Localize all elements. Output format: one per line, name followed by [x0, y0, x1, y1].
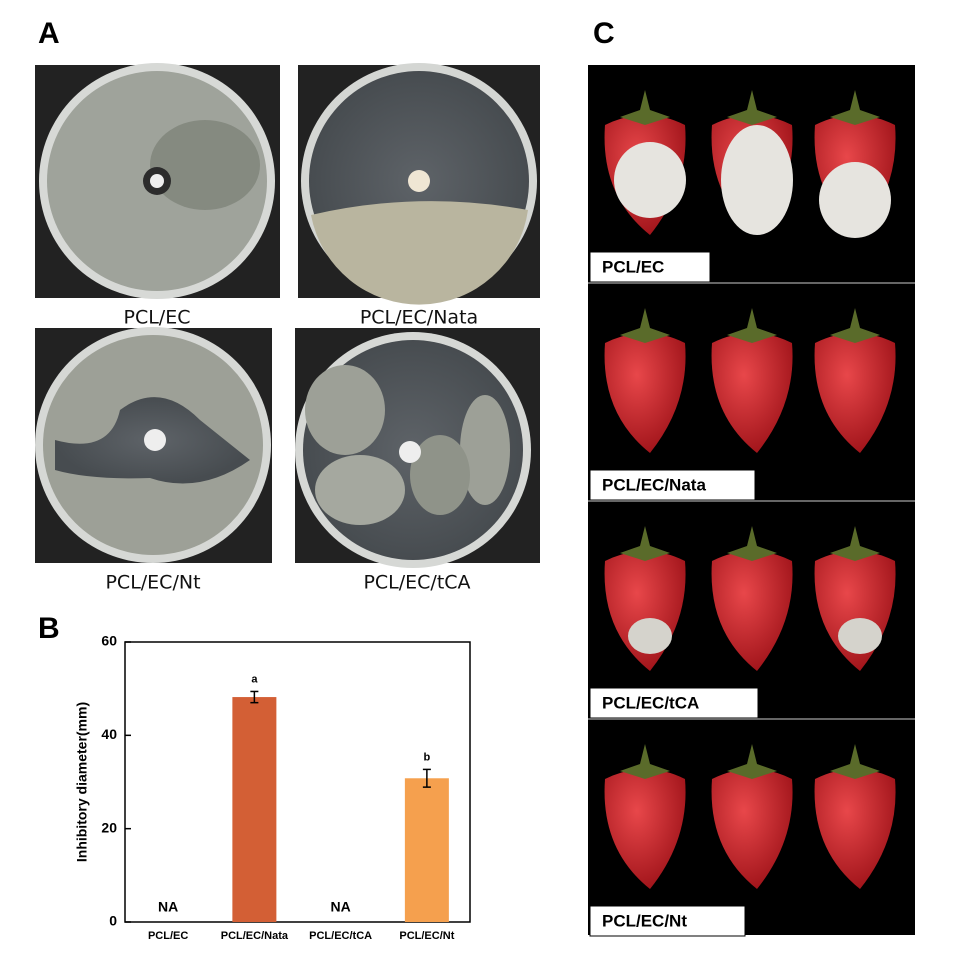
x-tick-label: PCL/EC	[148, 930, 188, 942]
petri-photo	[295, 328, 540, 568]
calyx	[830, 308, 880, 343]
y-tick-label: 20	[101, 819, 117, 835]
petri-photo	[35, 327, 272, 563]
strawberry	[814, 333, 896, 453]
mold	[614, 142, 686, 218]
significance-letter: b	[424, 751, 431, 763]
calyx	[830, 526, 880, 561]
calyx	[727, 744, 777, 779]
calyx	[620, 308, 670, 343]
significance-letter: a	[251, 673, 258, 685]
plot-frame	[124, 641, 471, 923]
strawberry	[604, 333, 686, 453]
y-tick-label: 60	[101, 633, 117, 649]
y-axis-label: Inhibitory diameter(mm)	[74, 702, 90, 862]
caption-box	[589, 469, 756, 501]
caption-box	[589, 905, 746, 937]
strawberry	[711, 551, 793, 671]
caption-box	[589, 251, 711, 283]
y-tick-label: 0	[109, 913, 117, 929]
calyx	[620, 90, 670, 125]
petri-photo	[298, 63, 540, 305]
panel-label: B	[38, 612, 60, 645]
bar	[404, 778, 449, 922]
calyx	[727, 90, 777, 125]
fruit-caption: PCL/EC/Nt	[602, 911, 687, 930]
fruit-caption: PCL/EC/tCA	[602, 693, 699, 712]
error-bar	[422, 768, 431, 788]
strawberry	[604, 769, 686, 889]
error-bar	[250, 690, 259, 704]
strawberry	[711, 333, 793, 453]
dish-caption: PCL/EC/tCA	[363, 572, 470, 594]
calyx	[830, 90, 880, 125]
calyx	[727, 526, 777, 561]
fruit-caption: PCL/EC/Nata	[602, 475, 706, 494]
calyx	[620, 526, 670, 561]
petri-photo	[35, 63, 280, 299]
y-tick-label: 40	[101, 726, 117, 742]
strawberry	[711, 769, 793, 889]
dish-caption: PCL/EC	[124, 307, 191, 329]
dish-caption: PCL/EC/Nata	[360, 307, 478, 329]
value-label: NA	[158, 899, 178, 915]
panel-label: C	[593, 17, 615, 50]
value-label: NA	[331, 899, 351, 915]
dish-caption: PCL/EC/Nt	[105, 572, 200, 594]
fruit-caption: PCL/EC	[602, 257, 664, 276]
calyx	[620, 744, 670, 779]
calyx	[830, 744, 880, 779]
caption-box	[589, 687, 759, 719]
panel-label: A	[38, 17, 60, 50]
mold	[721, 125, 793, 235]
mold	[819, 162, 891, 238]
x-tick-label: PCL/EC/tCA	[309, 930, 372, 942]
mold	[838, 618, 882, 654]
x-tick-label: PCL/EC/Nt	[399, 930, 454, 942]
calyx	[727, 308, 777, 343]
x-tick-label: PCL/EC/Nata	[221, 930, 289, 942]
mold	[628, 618, 672, 654]
bar	[232, 697, 277, 922]
strawberry	[814, 769, 896, 889]
